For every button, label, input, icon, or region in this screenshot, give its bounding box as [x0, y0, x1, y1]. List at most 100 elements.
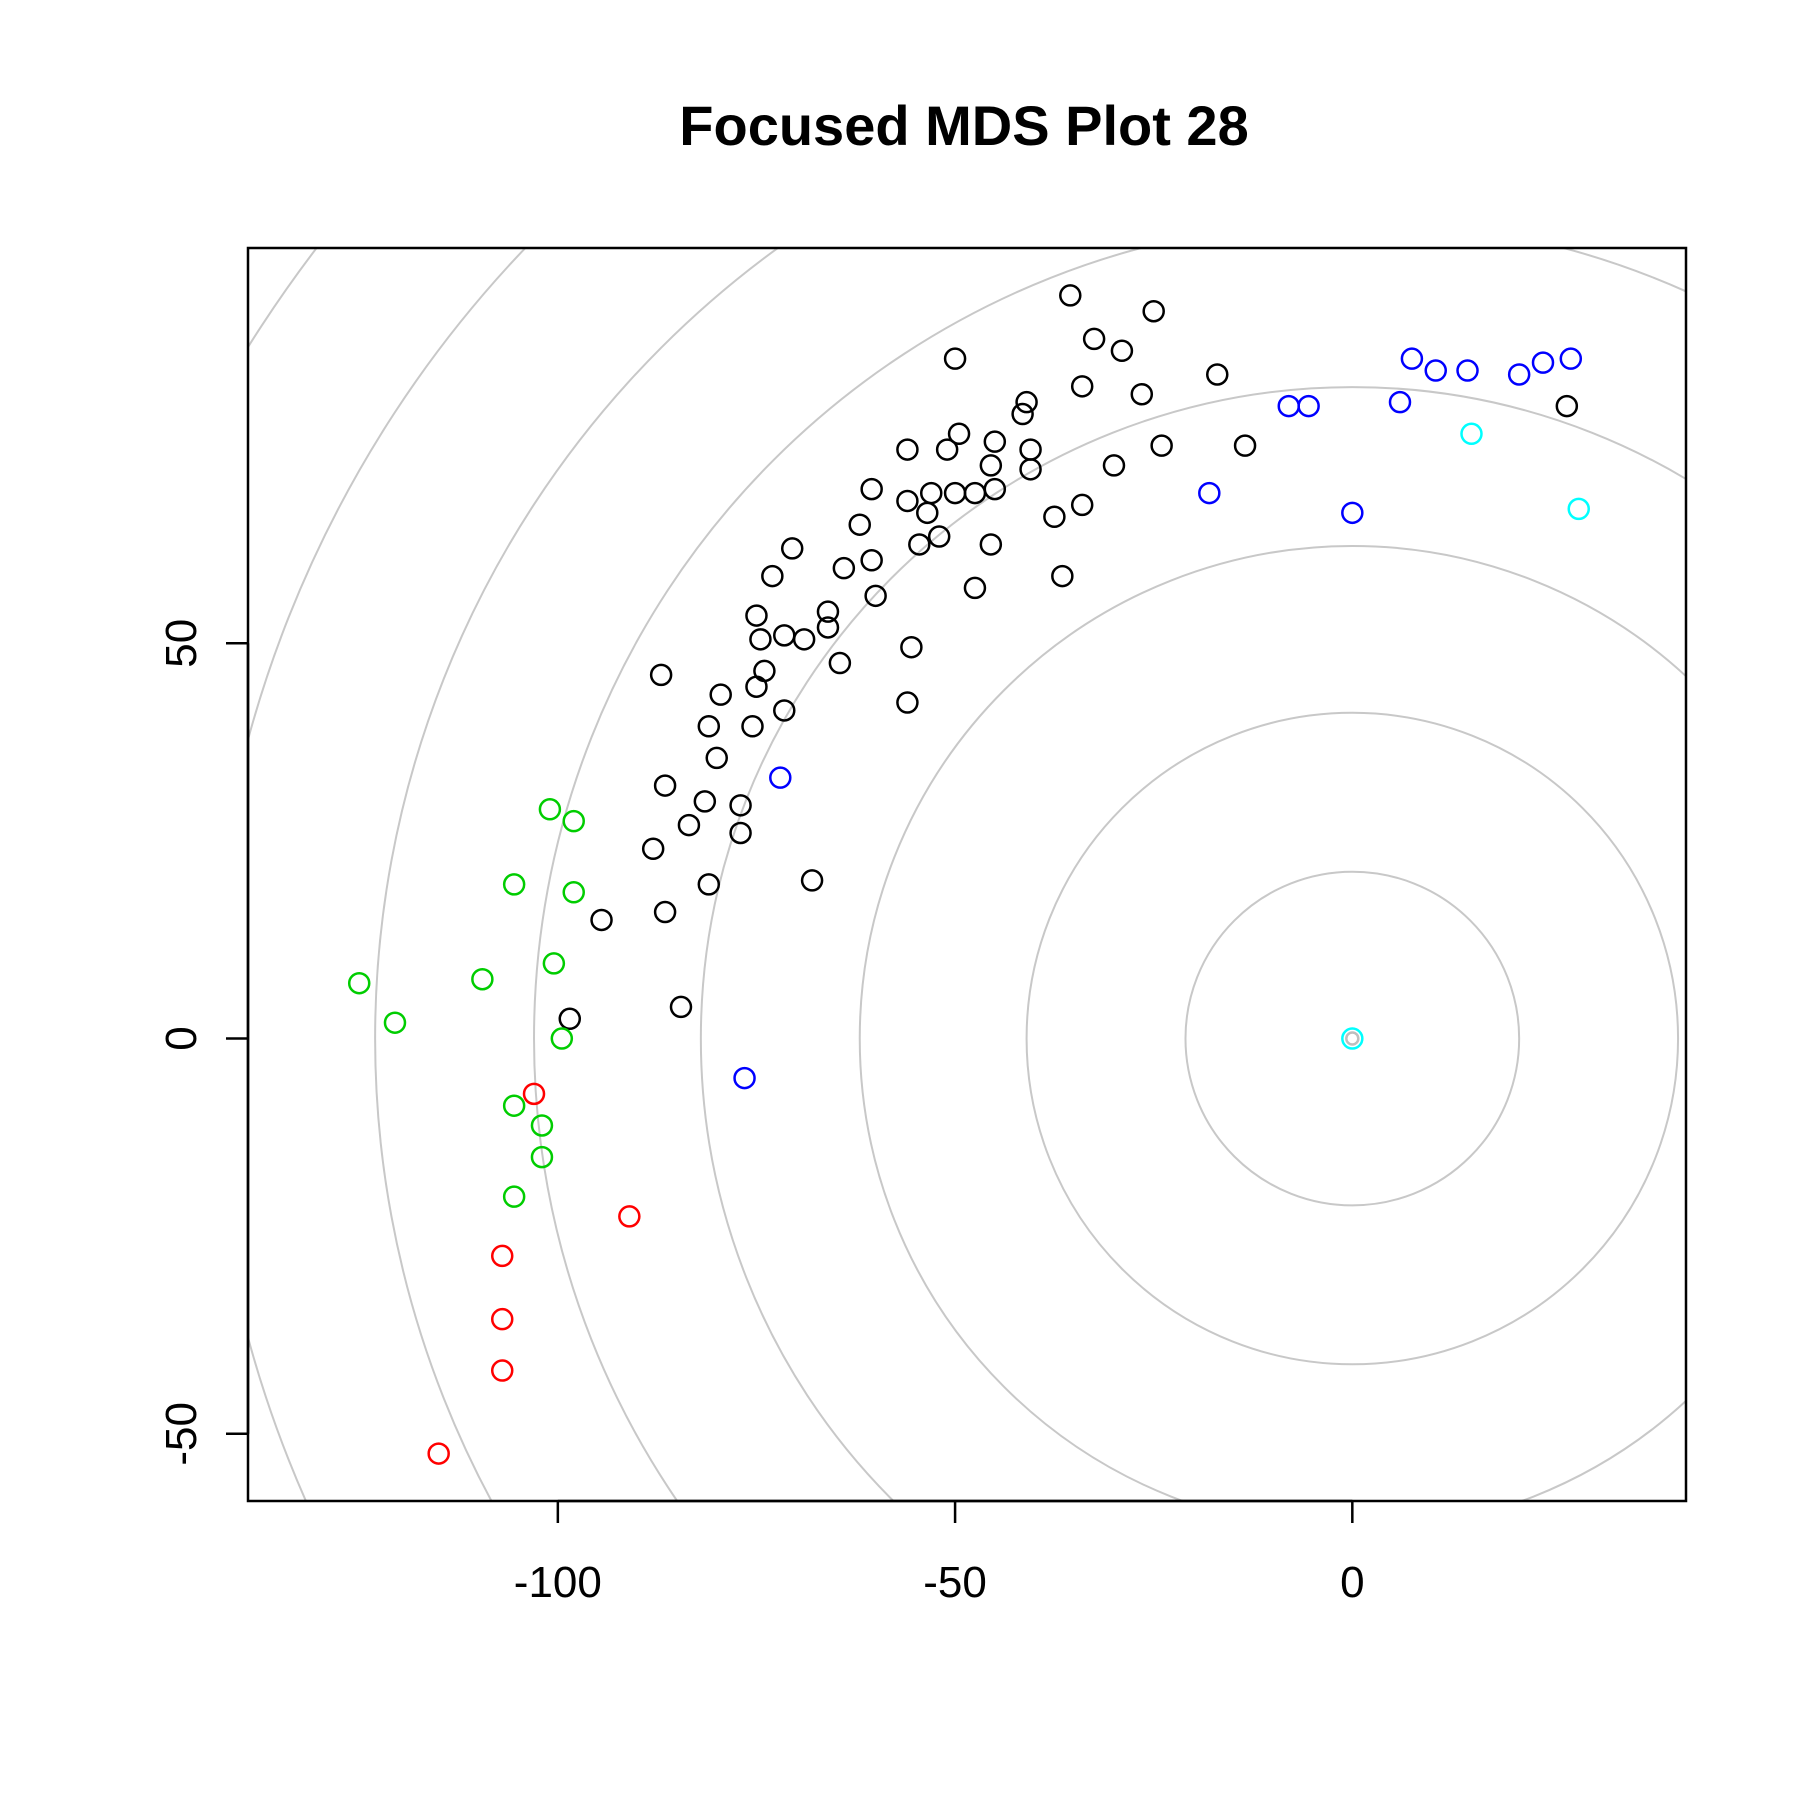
- point-black-63: [641, 837, 665, 861]
- point-black-69: [558, 1007, 582, 1031]
- point-blue-6: [1277, 394, 1301, 418]
- point-black-59: [693, 790, 717, 813]
- point-green-0: [538, 798, 562, 821]
- x-tick-label-1: -50: [923, 1558, 987, 1607]
- x-tick-label-0: -100: [514, 1558, 602, 1607]
- point-green-2: [502, 873, 526, 896]
- point-blue-3: [1507, 363, 1531, 386]
- point-black-68: [669, 995, 693, 1019]
- point-black-1: [1142, 299, 1165, 323]
- point-black-18: [979, 454, 1003, 477]
- point-black-37: [761, 564, 784, 588]
- point-black-55: [697, 715, 721, 738]
- point-black-47: [900, 635, 923, 659]
- data-points: [347, 284, 1590, 1465]
- y-tick-label-0: -50: [157, 1402, 206, 1466]
- point-black-13: [896, 438, 919, 461]
- point-red-3: [490, 1307, 514, 1331]
- point-black-66: [653, 900, 677, 924]
- point-black-33: [908, 533, 931, 556]
- point-green-7: [383, 1011, 407, 1034]
- point-black-32: [979, 533, 1003, 556]
- point-black-67: [590, 908, 613, 932]
- point-black-30: [848, 513, 871, 536]
- point-black-43: [816, 616, 840, 639]
- point-blue-11: [769, 766, 792, 789]
- grid-circle-7: [248, 248, 319, 350]
- point-green-9: [502, 1094, 526, 1117]
- point-blue-4: [1531, 351, 1555, 374]
- point-black-20: [1102, 454, 1126, 477]
- point-black-45: [792, 628, 816, 651]
- grid-circles: [248, 248, 1686, 1501]
- point-black-24: [963, 481, 987, 505]
- point-blue-2: [1456, 359, 1479, 382]
- point-black-41: [816, 600, 840, 623]
- point-black-51: [745, 675, 768, 698]
- point-black-60: [729, 794, 752, 817]
- grid-circle-6: [248, 248, 527, 1501]
- point-black-0: [1059, 284, 1082, 307]
- point-black-48: [828, 651, 852, 675]
- point-black-10: [1011, 402, 1034, 426]
- point-blue-12: [733, 1066, 756, 1090]
- point-black-23: [943, 481, 967, 505]
- point-black-16: [1150, 434, 1173, 457]
- plot-frame: [246, 246, 1688, 1503]
- point-black-65: [697, 873, 721, 896]
- grid-circle-0: [1184, 870, 1521, 1207]
- point-green-1: [562, 809, 585, 833]
- point-black-42: [745, 604, 768, 627]
- point-black-56: [741, 715, 764, 738]
- point-blue-0: [1400, 347, 1424, 370]
- point-blue-5: [1559, 347, 1583, 370]
- point-black-27: [1070, 493, 1094, 517]
- point-black-50: [649, 663, 673, 687]
- point-black-34: [780, 537, 804, 560]
- point-black-4: [943, 347, 967, 370]
- y-axis: -50 0 50: [157, 619, 250, 1466]
- point-black-40: [864, 584, 887, 608]
- y-tick-label-1: 0: [157, 1026, 206, 1050]
- point-cyan-1: [1567, 497, 1590, 521]
- point-black-39: [963, 576, 987, 600]
- point-black-29: [1043, 505, 1066, 529]
- point-black-14: [935, 438, 959, 461]
- point-green-10: [530, 1114, 554, 1137]
- point-red-4: [490, 1359, 514, 1382]
- point-red-2: [490, 1244, 514, 1268]
- point-green-12: [502, 1185, 526, 1208]
- point-black-46: [749, 628, 772, 651]
- point-black-57: [705, 746, 728, 770]
- point-black-15: [1019, 438, 1042, 461]
- point-black-38: [1051, 564, 1074, 588]
- point-cyan-2: [1341, 1027, 1364, 1050]
- point-black-21: [860, 477, 883, 501]
- point-green-6: [347, 971, 371, 995]
- origin-marker: [1345, 1031, 1360, 1046]
- point-black-11: [947, 422, 971, 446]
- point-black-26: [896, 489, 919, 513]
- point-black-62: [729, 821, 752, 845]
- point-blue-9: [1198, 481, 1221, 505]
- point-black-19: [1019, 458, 1042, 481]
- point-black-3: [1110, 339, 1134, 363]
- point-red-0: [522, 1082, 546, 1106]
- point-black-17: [1233, 434, 1257, 457]
- point-black-64: [800, 869, 824, 892]
- point-blue-1: [1424, 359, 1447, 382]
- point-black-25: [983, 477, 1007, 501]
- point-cyan-0: [1460, 422, 1483, 446]
- point-black-5: [1206, 363, 1229, 386]
- point-green-4: [542, 952, 566, 975]
- point-black-22: [919, 481, 943, 505]
- point-black-58: [653, 774, 677, 797]
- point-black-31: [927, 525, 951, 548]
- point-black-9: [1015, 390, 1038, 414]
- point-red-5: [427, 1442, 450, 1465]
- point-green-3: [562, 881, 585, 904]
- y-tick-label-2: 50: [157, 619, 206, 668]
- point-black-53: [896, 691, 919, 714]
- point-black-2: [1082, 327, 1106, 351]
